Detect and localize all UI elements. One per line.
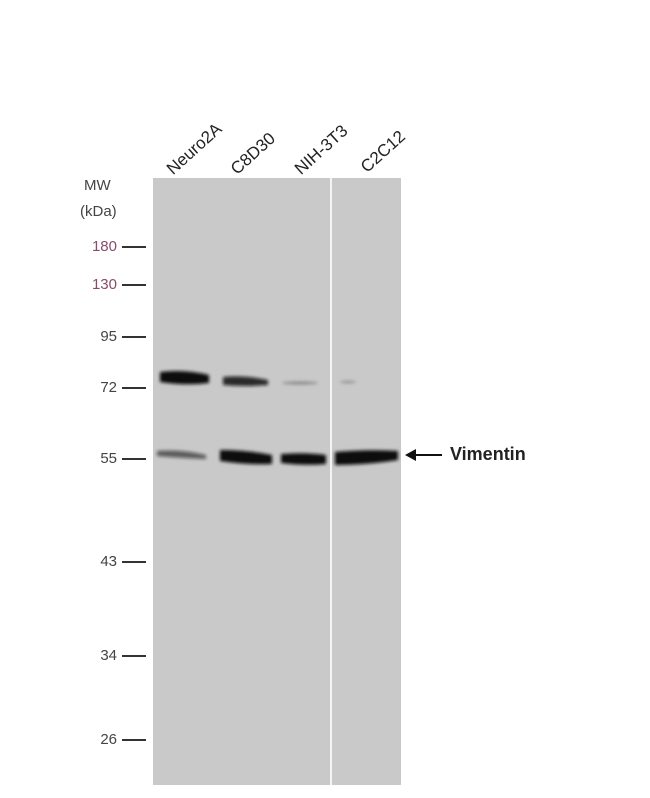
mw-marker-label: 26	[100, 731, 117, 748]
band	[282, 381, 318, 385]
mw-unit: (kDa)	[80, 203, 117, 220]
band	[160, 371, 209, 385]
mw-marker-label: 55	[100, 450, 117, 467]
band	[335, 450, 398, 465]
lane-label: Neuro2A	[163, 119, 226, 178]
mw-marker-label: 72	[100, 379, 117, 396]
band	[281, 453, 326, 465]
mw-marker-label: 34	[100, 647, 117, 664]
target-label: Vimentin	[450, 444, 526, 464]
bands	[157, 371, 398, 465]
lane-label: NIH-3T3	[291, 121, 351, 178]
target-arrowhead	[405, 449, 416, 461]
lane-label: C8D30	[227, 129, 279, 179]
band	[157, 450, 206, 459]
band	[340, 380, 356, 384]
mw-marker-label: 95	[100, 328, 117, 345]
blot-membrane	[153, 178, 401, 785]
band	[220, 450, 272, 465]
mw-marker-label: 43	[100, 553, 117, 570]
mw-title: MW	[84, 177, 111, 194]
lane-separator	[330, 178, 332, 785]
mw-marker-label: 130	[92, 276, 117, 293]
band	[223, 376, 268, 386]
mw-marker-label: 180	[92, 238, 117, 255]
lane-label: C2C12	[357, 127, 409, 177]
